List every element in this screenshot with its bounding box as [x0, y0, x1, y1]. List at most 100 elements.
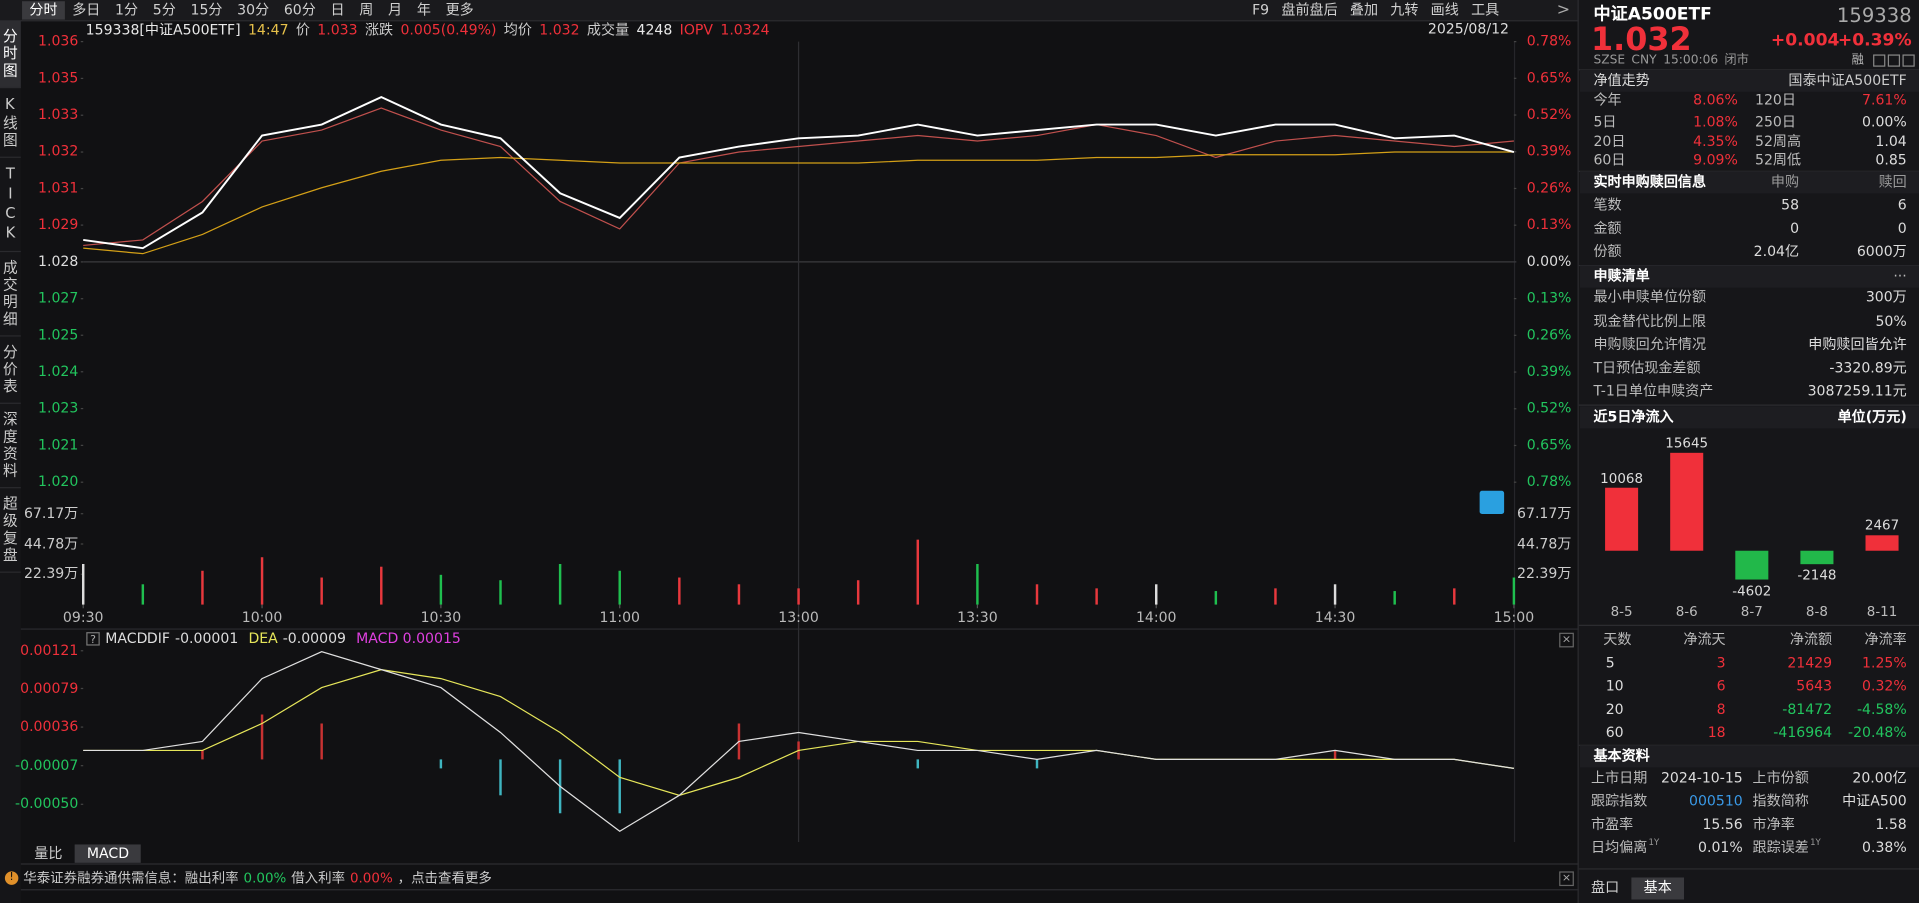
flow-cell: 0.32% — [1862, 677, 1907, 695]
volume-label: 成交量 — [586, 20, 630, 38]
volume-bar — [856, 580, 860, 605]
price-tick-label: 1.032 — [38, 142, 79, 160]
volume-bar — [916, 539, 920, 605]
side-tab[interactable]: 分价表 — [0, 337, 21, 404]
notice-text: 借入利率 — [291, 869, 346, 886]
side-tab[interactable]: TICK — [0, 158, 21, 253]
pct-tick-label: 0.65% — [1526, 68, 1572, 86]
avg-value: 1.032 — [539, 20, 580, 38]
row-value: 0 — [1897, 219, 1907, 237]
period-tab[interactable]: 周 — [359, 0, 374, 19]
quote-date: 2025/08/12 — [1427, 19, 1510, 38]
side-tab[interactable]: 深度资料 — [0, 404, 21, 489]
pct-tick-label: 0.39% — [1526, 362, 1572, 380]
price-tick-label: 1.029 — [38, 215, 79, 233]
nav-value: 7.61% — [1862, 90, 1907, 109]
inflow-value: 15645 — [1665, 435, 1709, 451]
period-tab[interactable]: 更多 — [445, 0, 474, 19]
tool-button[interactable]: 叠加 — [1349, 0, 1379, 19]
help-icon — [86, 632, 100, 646]
tool-button[interactable]: 九转 — [1390, 0, 1419, 19]
volume-bar — [320, 577, 323, 605]
row-value: 2.04亿 — [1753, 242, 1800, 260]
side-bottom-tab[interactable]: 盘口 — [1591, 879, 1620, 897]
side-tab[interactable]: 超级复盘 — [0, 488, 21, 573]
nav-label: 52周低 — [1755, 150, 1802, 168]
volume-bar — [678, 577, 681, 605]
time-tick-label: 10:30 — [420, 608, 462, 626]
column-header: 天数 — [1603, 630, 1632, 648]
row-value: 300万 — [1865, 287, 1907, 306]
period-tab[interactable]: 日 — [330, 0, 345, 19]
more-button[interactable]: ··· — [1893, 267, 1907, 285]
macd-tick-label: -0.00007 — [15, 756, 79, 774]
indicator-tab[interactable]: MACD — [74, 844, 142, 864]
flow-cell: -20.48% — [1848, 723, 1907, 741]
tool-button[interactable]: 画线 — [1430, 0, 1459, 19]
inflow-value: -2148 — [1797, 567, 1837, 584]
section-header — [1579, 745, 1919, 768]
period-tab[interactable]: 分时 — [22, 0, 65, 20]
volume-bar — [380, 566, 383, 605]
macd-tick-label: -0.00050 — [15, 794, 79, 812]
basic-value[interactable]: 000510 — [1689, 792, 1743, 810]
inflow-category: 8-7 — [1740, 603, 1763, 620]
macd-legend-value: -0.00009 — [282, 629, 347, 647]
row-value: 6 — [1897, 196, 1907, 214]
price-tick-label: 1.027 — [38, 289, 79, 307]
side-tab[interactable]: K线图 — [0, 88, 21, 158]
close-notice[interactable]: × — [1559, 871, 1574, 887]
live-indicator — [1479, 490, 1505, 515]
price-tick-label: 1.033 — [38, 105, 79, 123]
period-tab[interactable]: 年 — [416, 0, 431, 19]
row-label: 笔数 — [1593, 196, 1622, 214]
period-tab[interactable]: 30分 — [237, 0, 270, 19]
side-bottom-tab[interactable]: 基本 — [1631, 877, 1685, 900]
period-tab[interactable]: 60分 — [283, 0, 316, 19]
macd-bar — [618, 759, 621, 814]
row-label: 申购赎回允许情况 — [1593, 335, 1707, 353]
volume-bar — [81, 563, 85, 605]
period-tab[interactable]: 多日 — [72, 0, 101, 19]
pct-tick-label: 0.78% — [1526, 472, 1572, 490]
close-indicator[interactable]: × — [1559, 632, 1574, 648]
period-tab[interactable]: 1分 — [115, 0, 139, 19]
tool-button[interactable]: 盘前盘后 — [1281, 0, 1338, 19]
column-header: 申购 — [1770, 172, 1800, 191]
row-label: 份额 — [1593, 242, 1622, 260]
side-tab[interactable]: 分时图 — [0, 20, 21, 89]
period-tab[interactable]: 月 — [388, 0, 403, 19]
market-meta: 15:00:06 — [1663, 53, 1719, 68]
collapse-arrow[interactable]: > — [1556, 1, 1571, 20]
label-superscript: 1Y — [1810, 837, 1821, 848]
inflow-bar — [1800, 550, 1834, 565]
basic-label: 跟踪指数 — [1591, 792, 1648, 810]
basic-value: 0.01% — [1698, 838, 1743, 856]
indicator-tabs: 量比 MACD — [22, 843, 142, 864]
flow-cell: 8 — [1716, 700, 1726, 718]
section-header — [1579, 171, 1919, 194]
quote-code: 159338[中证A500ETF] — [85, 20, 241, 38]
price-line — [83, 96, 1515, 250]
tool-button[interactable]: 工具 — [1471, 0, 1500, 19]
side-tab[interactable]: 成交明细 — [0, 252, 21, 337]
tool-button[interactable]: F9 — [1252, 0, 1270, 19]
period-tab[interactable]: 5分 — [152, 0, 176, 19]
notice-bar[interactable]: ! 华泰证券融券通供需信息：融出利率 0.00% 借入利率 0.00% ，点击查看更多 — [4, 866, 492, 888]
notice-rate: 0.00% — [243, 869, 287, 886]
section-title: 基本资料 — [1593, 746, 1650, 764]
volume-bar — [1214, 591, 1218, 605]
indicator-tab[interactable]: 量比 — [34, 844, 63, 862]
market-meta: SZSE — [1593, 53, 1626, 68]
time-tick-label: 14:30 — [1314, 608, 1356, 626]
section-title: 申赎清单 — [1593, 267, 1650, 285]
period-tab[interactable]: 15分 — [190, 0, 223, 19]
macd-legend-name: DIF — [146, 629, 170, 647]
flow-cell: -81472 — [1782, 700, 1833, 718]
time-tick-label: 11:00 — [599, 608, 641, 626]
macd-bar — [916, 759, 920, 769]
section-header — [1579, 265, 1919, 288]
macd-line — [83, 651, 1514, 832]
